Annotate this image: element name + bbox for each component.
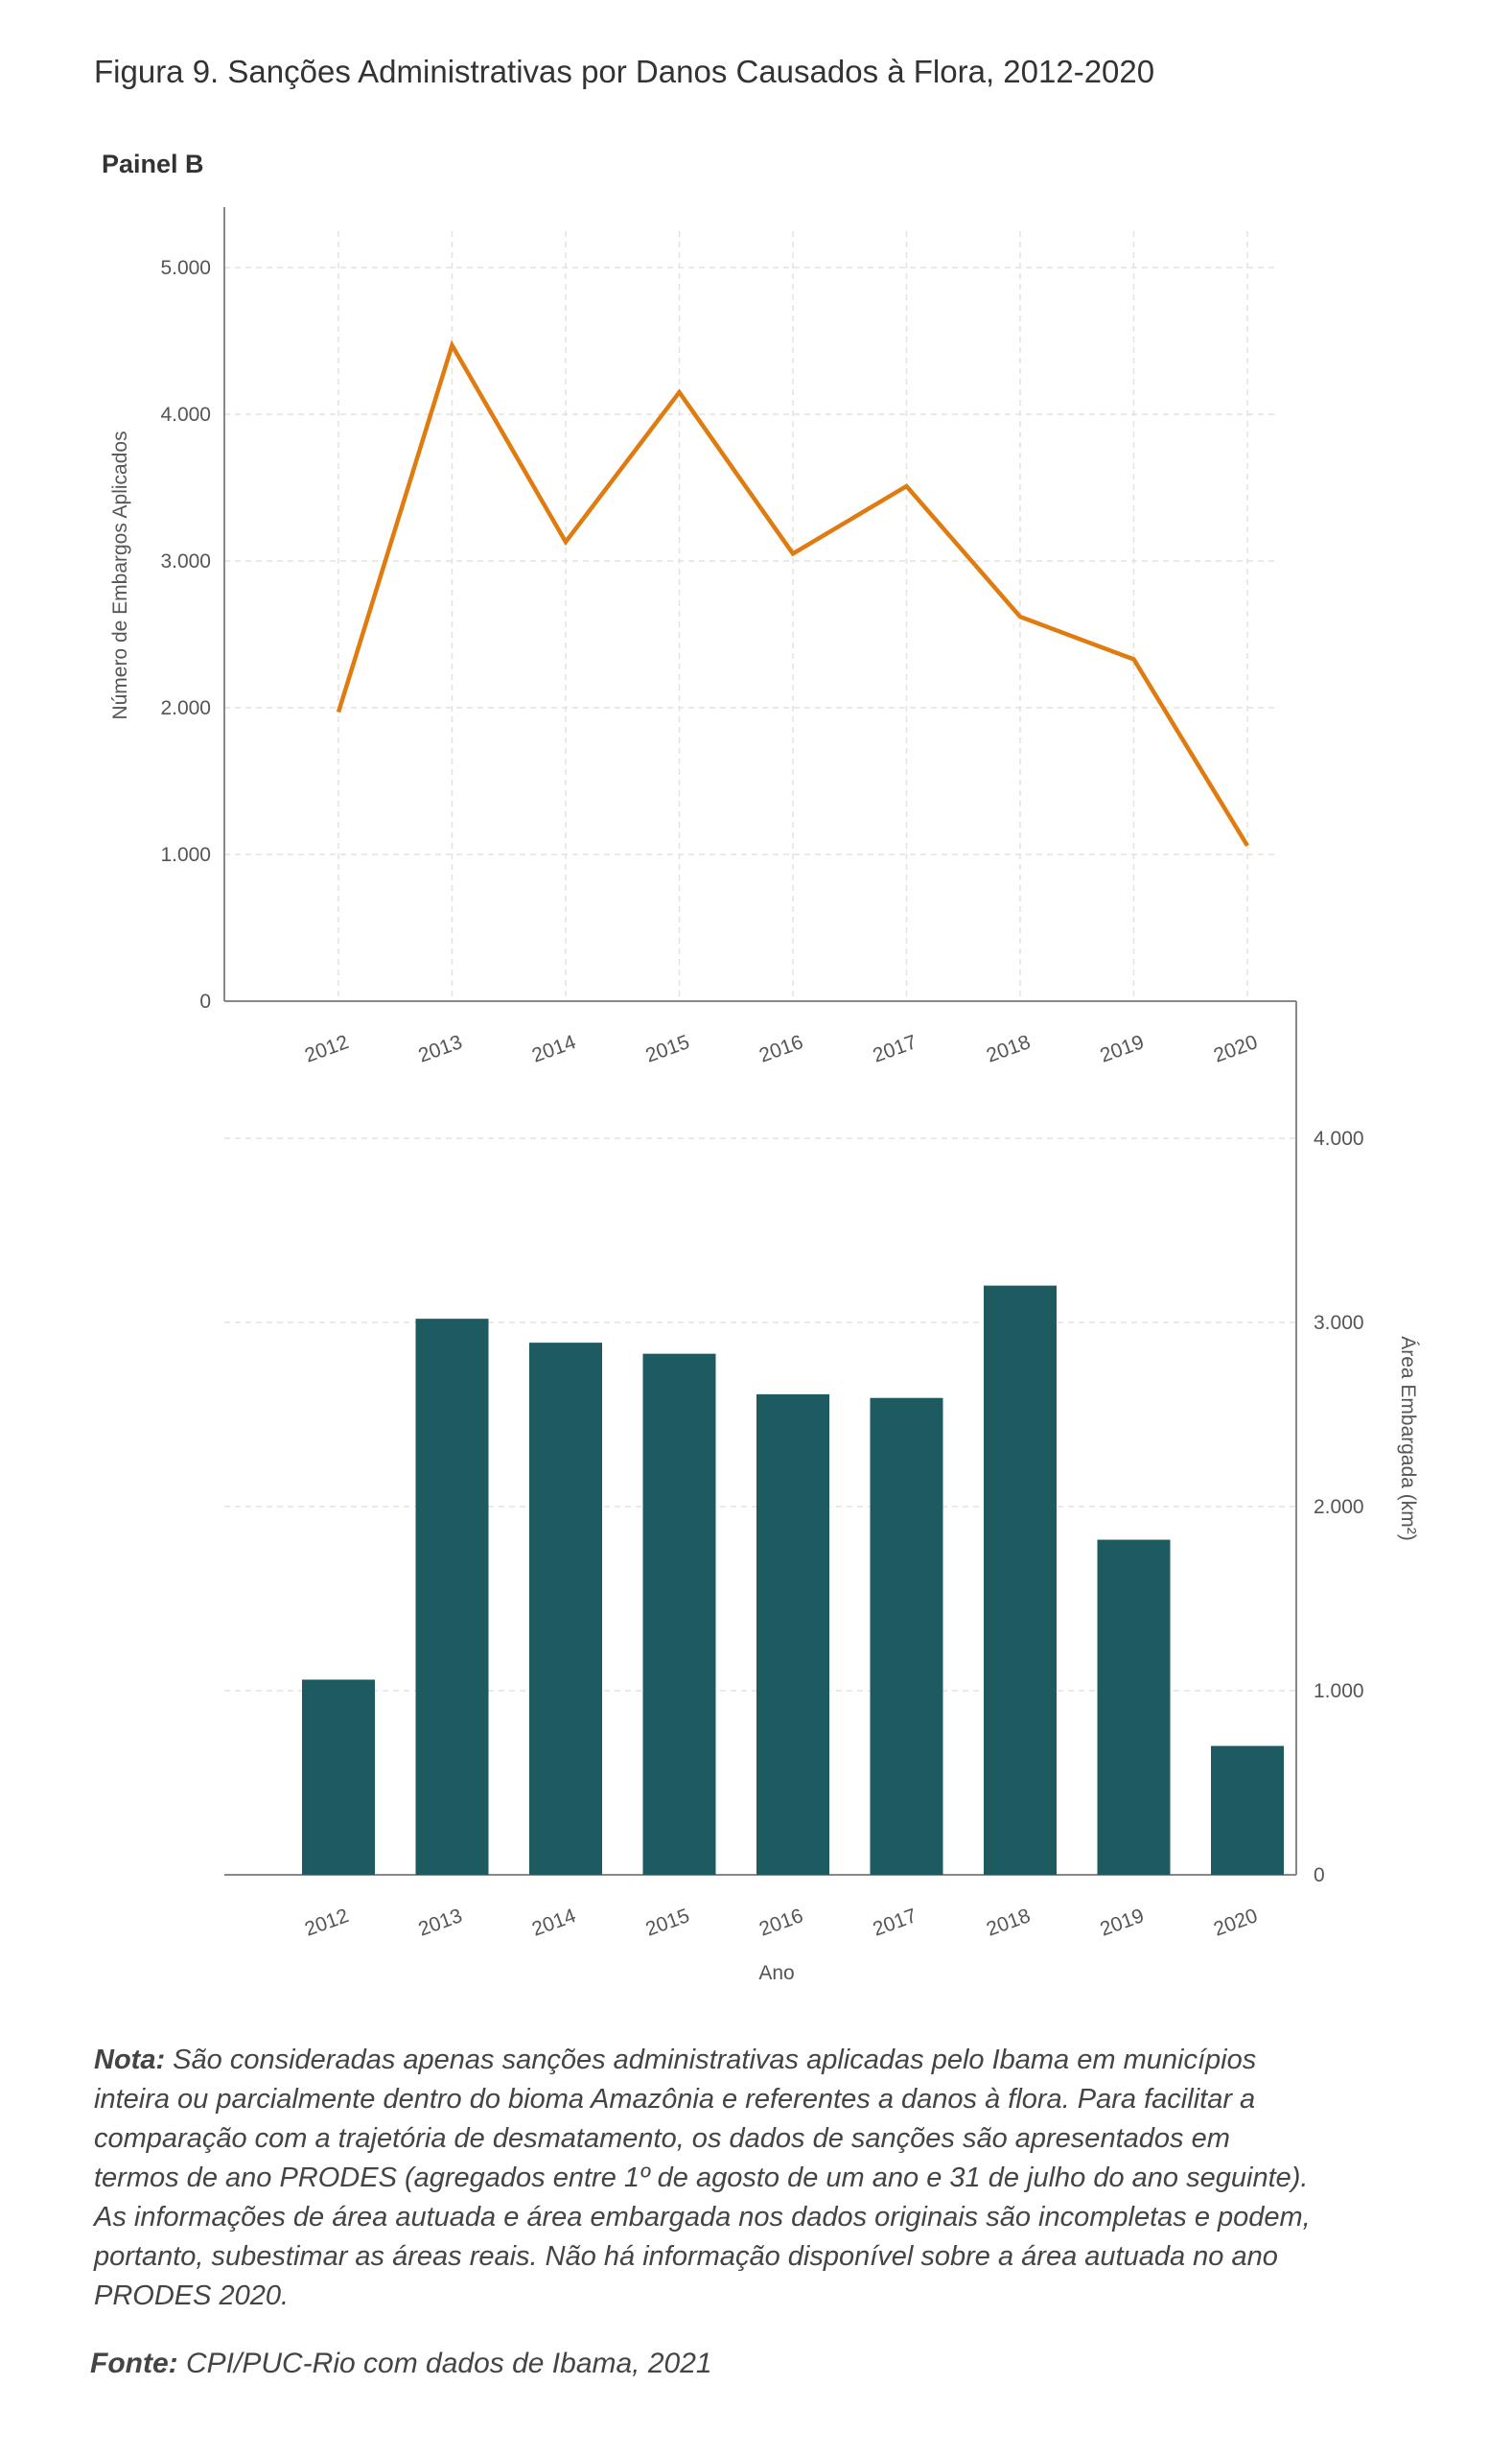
- bar: [1097, 1539, 1171, 1875]
- bar-chart-xtick-label: 2015: [642, 1905, 692, 1941]
- bar-chart-ytick-label: 4.000: [1314, 1128, 1364, 1150]
- note-text: São consideradas apenas sanções administ…: [94, 2045, 1311, 2311]
- line-chart-y-axis-title: Número de Embargos Aplicados: [109, 431, 131, 719]
- line-chart-xtick-label: 2012: [302, 1031, 352, 1067]
- bar: [870, 1397, 943, 1875]
- bar: [302, 1679, 375, 1875]
- source-label: Fonte:: [90, 2348, 178, 2379]
- bar-chart-xtick-label: 2017: [870, 1905, 919, 1941]
- line-chart-xtick-label: 2018: [984, 1031, 1034, 1067]
- bar-chart-xtick-label: 2020: [1211, 1905, 1261, 1941]
- line-chart-ytick-label: 2.000: [160, 697, 211, 719]
- line-chart-ytick-label: 3.000: [160, 550, 211, 573]
- bar-chart-xtick-label: 2018: [984, 1905, 1034, 1941]
- bar-chart-xtick-label: 2012: [302, 1905, 352, 1941]
- panel-label: Painel B: [102, 150, 204, 178]
- chart-source: Fonte: CPI/PUC-Rio com dados de Ibama, 2…: [90, 2348, 712, 2380]
- bar-chart-ytick-label: 1.000: [1314, 1680, 1364, 1702]
- bar: [642, 1353, 716, 1875]
- bar-chart-ytick-label: 3.000: [1314, 1312, 1364, 1334]
- bar: [1211, 1745, 1284, 1875]
- bar-chart-xtick-label: 2014: [529, 1905, 579, 1941]
- bar: [529, 1343, 602, 1875]
- line-chart-xtick-label: 2017: [870, 1031, 919, 1067]
- bar: [756, 1393, 829, 1875]
- line-chart-xtick-label: 2019: [1097, 1031, 1147, 1067]
- bar-chart-xtick-label: 2016: [756, 1905, 806, 1941]
- line-chart-xtick-label: 2020: [1211, 1031, 1261, 1067]
- bar: [984, 1285, 1057, 1875]
- line-chart-xtick-label: 2013: [415, 1031, 465, 1067]
- figure-title: Figura 9. Sanções Administrativas por Da…: [94, 54, 1155, 89]
- bar-chart-xtick-label: 2019: [1097, 1905, 1147, 1941]
- bar-chart-xtick-label: 2013: [415, 1905, 465, 1941]
- bar-chart-y-axis-title: Área Embargada (km²): [1397, 1336, 1419, 1541]
- line-chart-xtick-label: 2014: [529, 1031, 579, 1067]
- bar-chart-ytick-label: 0: [1314, 1864, 1325, 1886]
- line-chart-ytick-label: 4.000: [160, 404, 211, 426]
- line-chart-ytick-label: 1.000: [160, 844, 211, 866]
- line-chart-xtick-label: 2016: [756, 1031, 806, 1067]
- note-label: Nota:: [94, 2045, 166, 2075]
- chart-area: 0 1.000 2.000 3.000 4.000 5.000 2012 2013 2014 20…: [109, 207, 1419, 1984]
- chart-note: Nota: São consideradas apenas sanções ad…: [94, 2041, 1321, 2316]
- line-chart-ytick-label: 0: [199, 991, 211, 1013]
- bar-chart-x-axis-title: Ano: [758, 1962, 794, 1984]
- bar: [415, 1319, 489, 1875]
- bar-chart-ytick-label: 2.000: [1314, 1496, 1364, 1518]
- line-chart-xtick-label: 2015: [642, 1031, 692, 1067]
- source-text: CPI/PUC-Rio com dados de Ibama, 2021: [185, 2348, 712, 2379]
- line-chart-ytick-label: 5.000: [160, 257, 211, 279]
